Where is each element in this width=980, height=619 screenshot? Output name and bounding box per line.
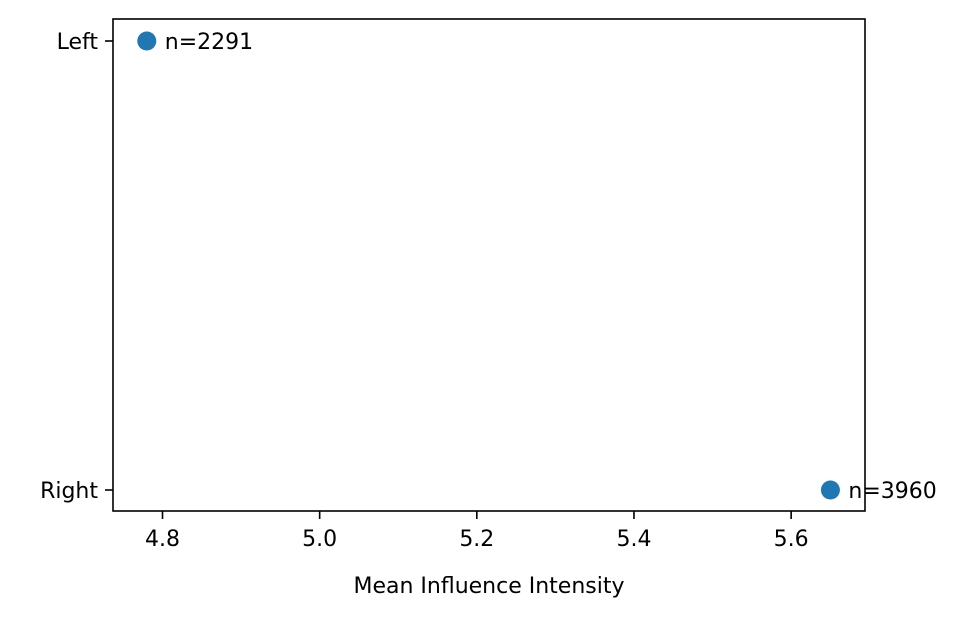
x-tick-label: 4.8	[145, 527, 180, 552]
y-tick-label: Left	[57, 30, 99, 55]
data-label: n=2291	[165, 30, 253, 55]
plot-frame	[112, 18, 866, 512]
x-tick-label: 5.0	[302, 527, 337, 552]
y-axis: Left Right	[40, 30, 113, 504]
x-axis: 4.8 5.0 5.2 5.4 5.6	[145, 511, 809, 552]
data-point	[820, 480, 840, 500]
x-tick-label: 5.2	[459, 527, 494, 552]
plot-area: n=2291 n=3960	[137, 30, 937, 504]
y-tick-label: Right	[40, 479, 98, 504]
data-label: n=3960	[848, 479, 936, 504]
data-point	[137, 31, 157, 51]
x-tick-label: 5.6	[774, 527, 809, 552]
x-tick-label: 5.4	[616, 527, 651, 552]
x-axis-label: Mean Influence Intensity	[353, 574, 624, 599]
